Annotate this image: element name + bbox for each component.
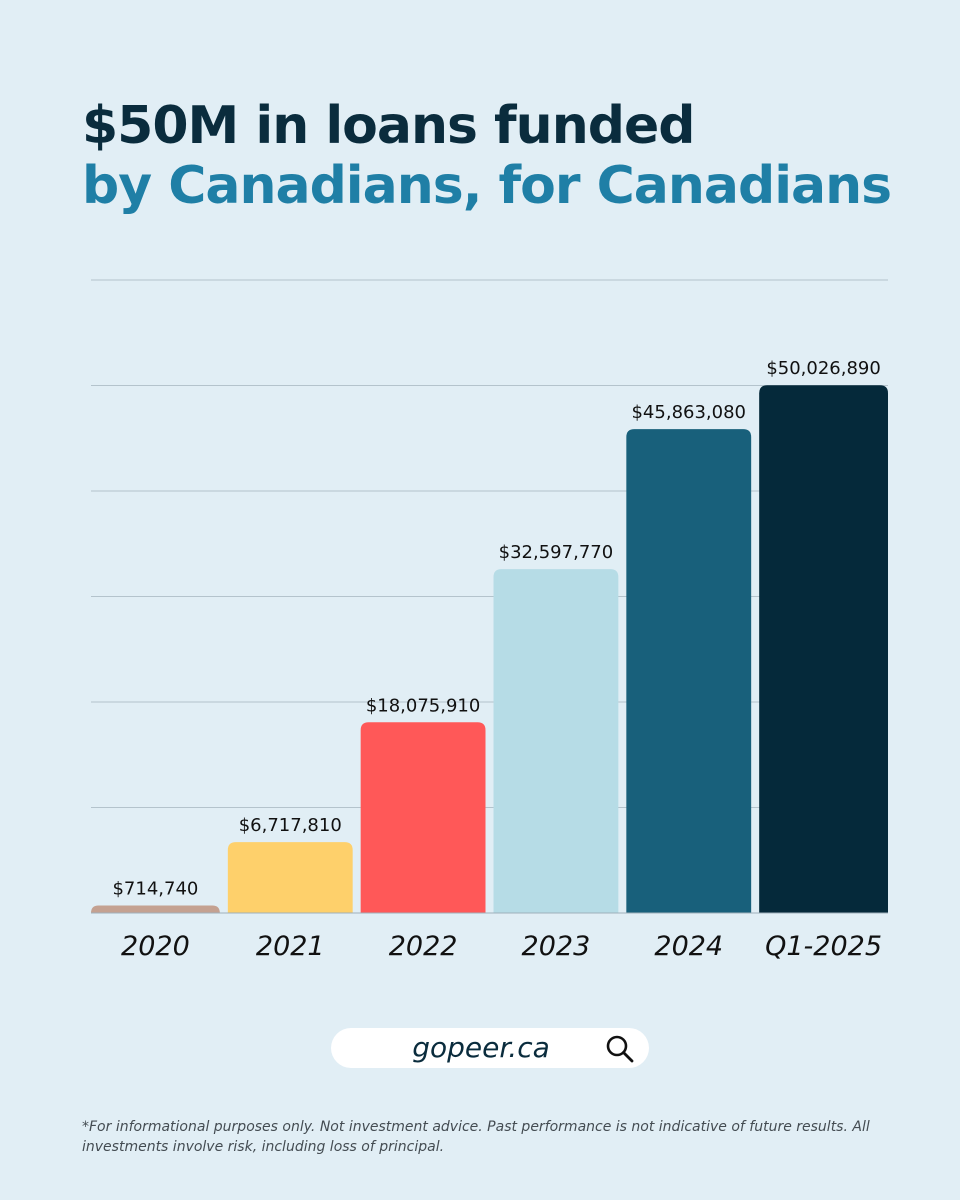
value-label: $32,597,770	[499, 542, 614, 563]
value-label: $18,075,910	[366, 695, 481, 716]
title-line-1: $50M in loans funded	[82, 96, 695, 156]
search-icon[interactable]	[605, 1034, 635, 1064]
x-tick-label: 2022	[389, 931, 458, 962]
x-tick-label: Q1-2025	[765, 931, 882, 962]
bar-chart: $714,740 2020 $6,717,810 2021 $18,075,910 202…	[91, 279, 888, 962]
page-title: $50M in loans funded by Canadians, for C…	[82, 96, 892, 216]
website-url[interactable]: gopeer.ca	[412, 1031, 550, 1064]
x-tick-label: 2023	[522, 931, 591, 962]
bar-2024	[626, 429, 752, 913]
website-search-bar[interactable]: gopeer.ca	[331, 1028, 649, 1068]
x-tick-label: 2020	[121, 931, 190, 962]
x-tick-label: 2024	[654, 931, 723, 962]
value-label: $50,026,890	[766, 358, 881, 379]
x-tick-label: 2021	[256, 931, 325, 962]
value-label: $6,717,810	[239, 815, 342, 836]
title-line-2: by Canadians, for Canadians	[82, 156, 892, 216]
bar-2023	[493, 569, 619, 913]
bar-2020	[91, 905, 220, 913]
value-label: $714,740	[112, 878, 198, 899]
disclaimer-text: *For informational purposes only. Not in…	[82, 1119, 870, 1155]
value-label: $45,863,080	[631, 402, 746, 423]
bar-2021	[227, 842, 353, 913]
bar-2022	[360, 722, 486, 913]
bar-q1-2025	[759, 385, 888, 913]
